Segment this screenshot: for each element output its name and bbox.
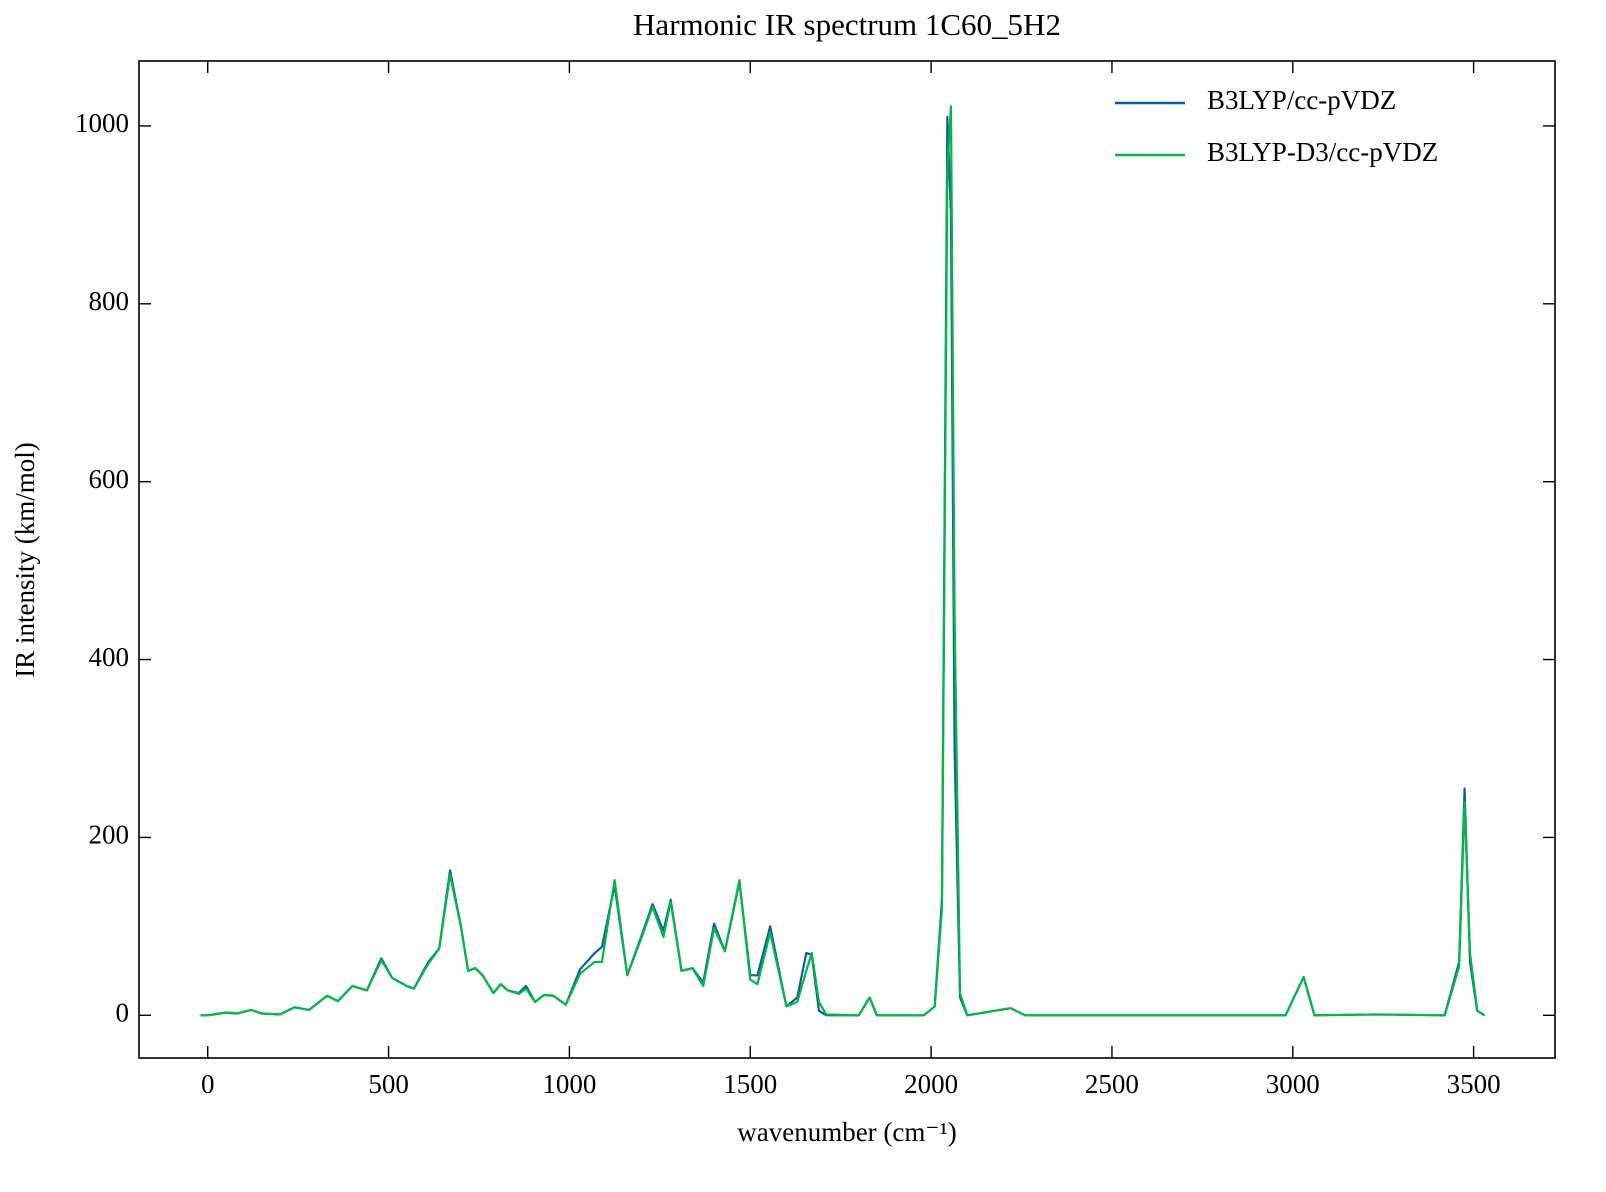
y-tick-label: 400 [89, 642, 130, 672]
x-tick-label: 3000 [1266, 1069, 1320, 1099]
x-tick-label: 3500 [1447, 1069, 1501, 1099]
x-tick-label: 2000 [904, 1069, 958, 1099]
legend-label: B3LYP/cc-pVDZ [1207, 85, 1396, 115]
legend-label: B3LYP-D3/cc-pVDZ [1207, 137, 1438, 167]
x-axis-label: wavenumber (cm⁻¹) [737, 1117, 957, 1147]
x-tick-label: 500 [368, 1069, 409, 1099]
series-line [200, 115, 1486, 1017]
x-tick-label: 0 [201, 1069, 215, 1099]
x-tick-label: 2500 [1085, 1069, 1139, 1099]
chart-title: Harmonic IR spectrum 1C60_5H2 [633, 7, 1061, 42]
y-tick-label: 0 [116, 998, 130, 1028]
y-tick-label: 600 [89, 464, 130, 494]
series-line [200, 105, 1486, 1017]
y-axis-label: IR intensity (km/mol) [10, 442, 40, 678]
y-tick-label: 200 [89, 820, 130, 850]
y-tick-label: 1000 [75, 108, 129, 138]
x-tick-label: 1000 [542, 1069, 596, 1099]
y-tick-label: 800 [89, 286, 130, 316]
x-tick-label: 1500 [723, 1069, 777, 1099]
plot-frame [138, 60, 1556, 1059]
